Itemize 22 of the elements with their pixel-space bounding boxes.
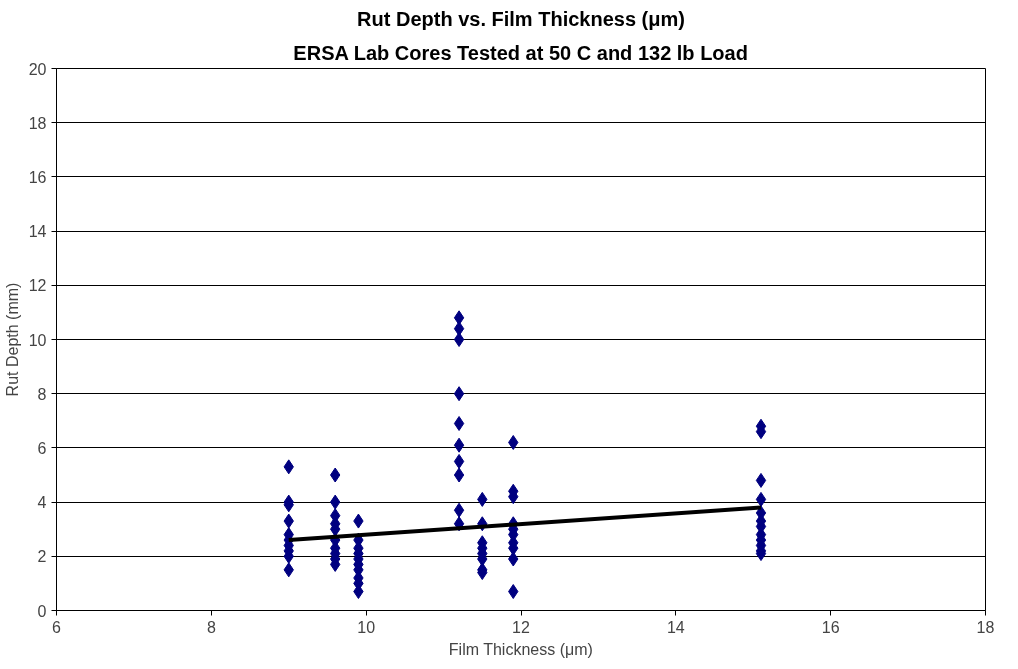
y-tick-label: 18 xyxy=(28,114,47,132)
y-tick-label: 16 xyxy=(28,168,47,186)
x-tick-label: 6 xyxy=(52,618,62,636)
x-axis-title: Film Thickness (μm) xyxy=(448,640,593,658)
x-tick-label: 12 xyxy=(512,618,530,636)
x-tick-label: 14 xyxy=(666,618,685,636)
y-tick-label: 20 xyxy=(28,60,47,78)
x-tick-label: 16 xyxy=(821,618,840,636)
y-axis-title: Rut Depth (mm) xyxy=(3,282,21,397)
y-tick-label: 0 xyxy=(37,602,47,620)
chart-subtitle: ERSA Lab Cores Tested at 50 C and 132 lb Load xyxy=(293,41,748,64)
chart-title: Rut Depth vs. Film Thickness (μm) xyxy=(357,7,685,30)
x-tick-label: 8 xyxy=(206,618,216,636)
y-tick-label: 8 xyxy=(37,385,47,403)
x-tick-label: 10 xyxy=(357,618,376,636)
y-tick-label: 14 xyxy=(28,223,47,241)
x-tick-label: 18 xyxy=(976,618,995,636)
y-tick-label: 2 xyxy=(37,548,47,566)
y-tick-label: 6 xyxy=(37,439,47,457)
y-tick-label: 12 xyxy=(28,277,47,295)
y-tick-label: 4 xyxy=(37,494,47,512)
y-tick-label: 10 xyxy=(28,331,47,349)
